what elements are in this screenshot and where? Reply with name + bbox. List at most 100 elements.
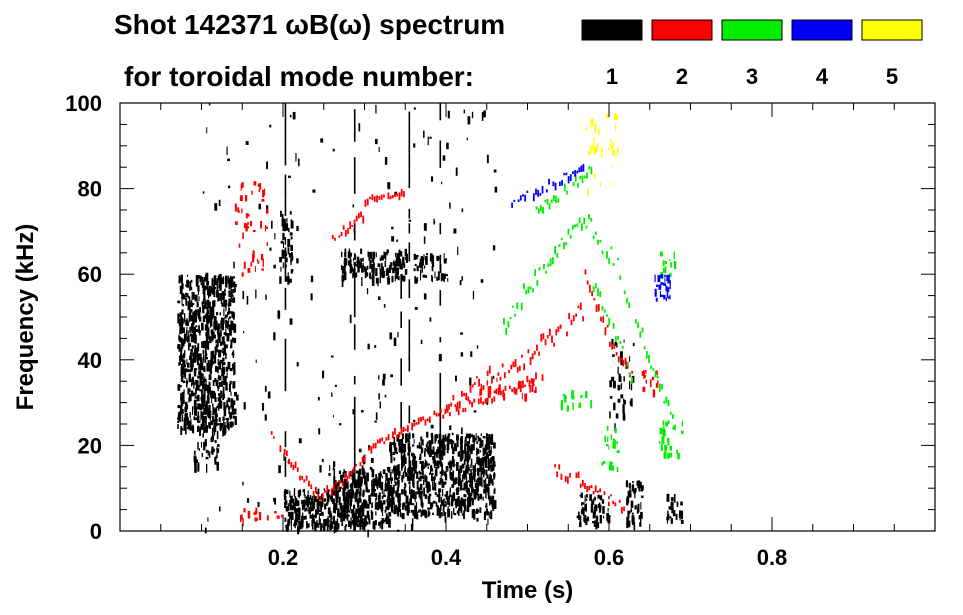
mode-1-blob-mark (343, 481, 346, 489)
mode-1-blob-mark (222, 386, 225, 395)
mode-2-track-mark (391, 195, 394, 199)
mode-1-blob-mark (423, 487, 425, 497)
mode-1-blob-mark (352, 493, 354, 499)
mode-1-blob-mark (461, 463, 465, 469)
mode-1-blob-mark (187, 417, 189, 427)
mode-1-blob-mark (232, 381, 236, 389)
mode-1-blob-mark (375, 476, 378, 484)
mode-1-blob-mark (453, 443, 457, 449)
mode-1-blob-mark (338, 470, 341, 475)
mode-3-track-mark (637, 322, 639, 329)
mode-1-blob-mark (343, 502, 347, 512)
mode-1-blob-mark (423, 254, 425, 261)
mode-1-blob-mark (679, 510, 681, 518)
mode-1-blob-mark (443, 452, 446, 456)
mode-1-blob-mark (234, 391, 237, 397)
mode-1-blob-mark (476, 456, 479, 465)
mode-1-blob-mark (473, 441, 475, 451)
mode-1-blob-mark (466, 470, 469, 474)
mode-1-streak-mark (439, 372, 442, 386)
mode-1-blob-mark (387, 489, 391, 498)
mode-3-blob-mark (664, 448, 667, 454)
mode-5-blob-mark (614, 123, 617, 131)
mode-2-blob-mark (253, 512, 257, 515)
mode-1-blob-mark (423, 236, 426, 244)
mode-1-blob-mark (429, 136, 432, 139)
mode-1-blob-mark (206, 326, 208, 335)
mode-2-track-mark (548, 328, 551, 336)
mode-1-blob-mark (217, 294, 220, 302)
mode-1-blob-mark (290, 269, 294, 273)
mode-1-blob-mark (444, 512, 447, 515)
mode-3-track-mark (511, 305, 514, 308)
mode-1-blob-mark (463, 510, 466, 514)
mode-2-track-mark (378, 195, 381, 200)
mode-1-blob-mark (296, 258, 299, 264)
mode-1-blob-mark (680, 501, 683, 506)
mode-2-track-mark (417, 417, 420, 425)
mode-1-blob-mark (419, 262, 423, 268)
mode-1-blob-mark (463, 109, 466, 114)
mode-2-track-mark (538, 351, 541, 356)
mode-1-blob-mark (334, 509, 336, 513)
mode-1-blob-mark (226, 417, 230, 421)
mode-1-blob-mark (464, 448, 467, 454)
mode-1-blob-mark (444, 471, 447, 477)
mode-1-blob-mark (374, 488, 376, 492)
mode-1-blob-mark (439, 471, 443, 475)
mode-1-blob-mark (203, 441, 206, 451)
mode-4-track-mark (554, 182, 557, 191)
mode-1-blob-mark (430, 176, 434, 182)
mode-2-track-mark (523, 363, 526, 371)
mode-1-blob-mark (598, 502, 601, 506)
mode-1-blob-mark (484, 447, 487, 452)
x-axis-tick-labels: 0.2 0.4 0.6 0.8 (268, 545, 788, 570)
mode-1-blob-mark (430, 502, 434, 508)
mode-1-blob-mark (346, 495, 350, 502)
mode-1-blob-mark (443, 253, 445, 261)
mode-1-blob-mark (477, 509, 480, 513)
mode-1-blob-mark (285, 489, 289, 495)
mode-1-blob-mark (224, 316, 227, 319)
mode-2-track-mark (368, 447, 371, 451)
mode-3-blob-mark (611, 465, 615, 471)
mode-2-blob-mark (643, 372, 646, 379)
mode-1-blob-mark (189, 326, 191, 334)
mode-2-blob-mark (643, 370, 646, 373)
mode-1-streak-mark (353, 477, 356, 489)
mode-1-blob-mark (395, 252, 397, 258)
mode-1-blob-mark (423, 293, 427, 300)
mode-2-track-mark (370, 446, 373, 454)
mode-1-blob-mark (482, 460, 485, 468)
mode-1-blob-mark (289, 211, 292, 215)
mode-1-blob-mark (197, 411, 200, 419)
mode-1-blob-mark (361, 507, 365, 517)
mode-1-blob-mark (196, 276, 199, 285)
mode-1-blob-mark (453, 464, 456, 467)
mode-1-blob-mark (480, 279, 484, 283)
mode-1-blob-mark (384, 509, 386, 513)
mode-1-blob-mark (428, 509, 430, 516)
mode-3-blob-mark (609, 464, 613, 470)
mode-1-blob-mark (202, 327, 204, 330)
mode-1-blob-mark (288, 518, 290, 527)
mode-1-blob-mark (222, 347, 224, 354)
mode-1-blob-mark (361, 277, 363, 286)
mode-1-streak-mark (400, 402, 402, 410)
mode-2-blob-mark (264, 224, 267, 232)
legend-swatch-5 (861, 19, 923, 41)
mode-1-blob-mark (180, 398, 184, 403)
mode-1-blob-mark (230, 421, 234, 427)
mode-1-blob-mark (475, 433, 477, 438)
mode-1-blob-mark (365, 501, 368, 505)
mode-1-blob-mark (362, 257, 364, 262)
mode-5-blob-mark (616, 147, 619, 156)
mode-1-blob-mark (187, 281, 190, 285)
mode-1-streak-mark (408, 405, 411, 424)
mode-1-blob-mark (332, 508, 336, 514)
mode-1-blob-mark (413, 453, 416, 462)
mode-1-blob-mark (185, 298, 188, 306)
mode-1-blob-mark (214, 377, 217, 383)
mode-1-blob-mark (381, 273, 385, 279)
mode-1-blob-mark (389, 472, 392, 481)
